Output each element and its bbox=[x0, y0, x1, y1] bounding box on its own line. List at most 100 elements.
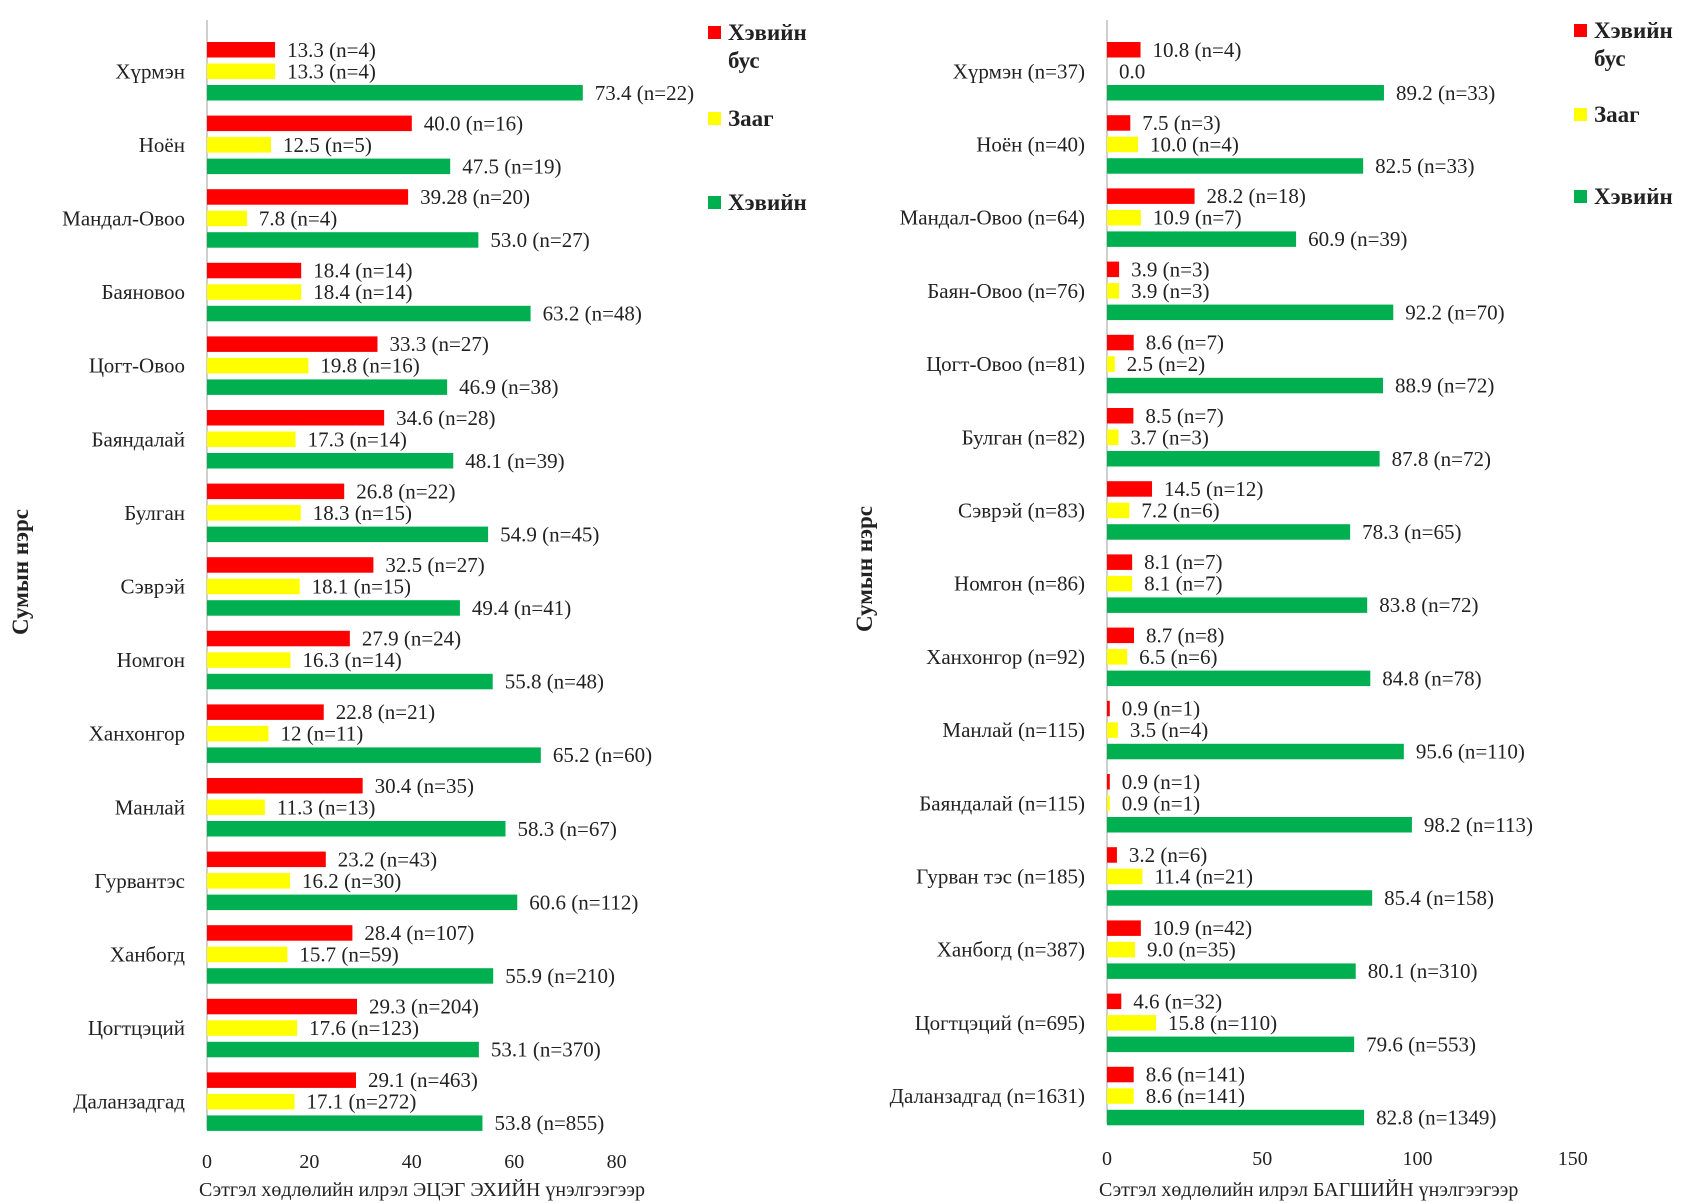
bar bbox=[1107, 231, 1297, 247]
data-label: 28.2 (n=18) bbox=[1207, 184, 1306, 208]
bar bbox=[207, 998, 358, 1015]
data-label: 8.1 (n=7) bbox=[1144, 572, 1222, 596]
bar bbox=[1107, 304, 1394, 321]
bar bbox=[1107, 670, 1371, 687]
bar bbox=[1107, 334, 1134, 351]
data-label: 82.8 (n=1349) bbox=[1376, 1106, 1496, 1130]
bar bbox=[207, 725, 269, 742]
data-label: 15.8 (n=110) bbox=[1168, 1011, 1277, 1035]
category-label: Баяндалай bbox=[91, 427, 185, 451]
bar bbox=[1107, 481, 1153, 497]
bar bbox=[1107, 451, 1380, 467]
category-label: Цогтцэций (n=695) bbox=[915, 1011, 1085, 1035]
data-label: 29.3 (n=204) bbox=[369, 995, 479, 1019]
bar bbox=[207, 1020, 298, 1036]
data-label: 27.9 (n=24) bbox=[362, 627, 461, 651]
legend-label: Зааг bbox=[1594, 102, 1640, 127]
bar bbox=[207, 284, 302, 300]
bar bbox=[207, 778, 363, 794]
legend-swatch bbox=[1574, 108, 1587, 121]
data-label: 3.9 (n=3) bbox=[1131, 257, 1209, 281]
data-label: 6.5 (n=6) bbox=[1139, 645, 1217, 669]
data-label: 17.6 (n=123) bbox=[309, 1016, 419, 1040]
x-axis-title: Сэтгэл хөдлөлийн илрэл БАГШИЙН үнэлгээгэ… bbox=[1099, 1178, 1518, 1201]
category-label: Баяндалай (n=115) bbox=[919, 791, 1085, 815]
legend-swatch bbox=[1574, 190, 1587, 203]
data-label: 60.6 (n=112) bbox=[529, 890, 638, 914]
data-label: 18.3 (n=15) bbox=[313, 501, 412, 525]
category-label: Мандал-Овоо (n=64) bbox=[900, 206, 1085, 230]
bar bbox=[1107, 920, 1141, 936]
category-label: Хүрмэн bbox=[115, 59, 185, 83]
bar bbox=[207, 526, 489, 543]
data-label: 53.8 (n=855) bbox=[494, 1111, 604, 1135]
x-tick-label: 80 bbox=[607, 1151, 627, 1173]
data-label: 15.7 (n=59) bbox=[299, 942, 398, 966]
bar bbox=[1107, 795, 1110, 811]
bar bbox=[1107, 429, 1119, 445]
bar bbox=[207, 946, 288, 963]
data-label: 12.5 (n=5) bbox=[283, 133, 372, 157]
bar bbox=[1107, 502, 1130, 519]
data-label: 4.6 (n=32) bbox=[1133, 989, 1222, 1013]
bar bbox=[207, 63, 276, 79]
bar bbox=[207, 673, 493, 690]
legend-item: Хэвийн бус bbox=[1574, 18, 1673, 71]
bar bbox=[207, 115, 412, 132]
data-label: 0.9 (n=1) bbox=[1122, 770, 1200, 794]
bar bbox=[1107, 1036, 1355, 1053]
bar bbox=[207, 85, 583, 101]
data-label: 19.8 (n=16) bbox=[320, 354, 419, 378]
bar bbox=[207, 821, 506, 837]
bar bbox=[207, 262, 302, 279]
data-label: 10.0 (n=4) bbox=[1150, 132, 1239, 156]
x-tick-label: 40 bbox=[402, 1151, 422, 1173]
bar bbox=[207, 704, 324, 720]
bar bbox=[1107, 597, 1368, 613]
category-label: Номгон (n=86) bbox=[954, 572, 1085, 596]
category-label: Баяновоо bbox=[101, 280, 185, 304]
category-label: Цогт-Овоо bbox=[89, 354, 185, 378]
data-label: 82.5 (n=33) bbox=[1375, 154, 1474, 178]
data-label: 3.5 (n=4) bbox=[1130, 718, 1208, 742]
data-label: 54.9 (n=45) bbox=[500, 522, 599, 546]
data-label: 23.2 (n=43) bbox=[338, 847, 437, 871]
bar bbox=[1107, 408, 1134, 424]
data-label: 22.8 (n=21) bbox=[336, 700, 435, 724]
bar bbox=[207, 578, 300, 595]
data-label: 92.2 (n=70) bbox=[1405, 300, 1504, 324]
bar bbox=[1107, 627, 1135, 644]
bar bbox=[1107, 649, 1128, 665]
bar bbox=[1107, 817, 1412, 833]
x-tick-label: 100 bbox=[1403, 1148, 1433, 1170]
bar bbox=[207, 305, 531, 322]
bar bbox=[207, 431, 296, 447]
bar bbox=[1107, 136, 1139, 153]
bar bbox=[207, 505, 301, 521]
legend-label: Зааг bbox=[728, 106, 774, 131]
bar bbox=[1107, 261, 1120, 278]
category-label: Гурван тэс (n=185) bbox=[916, 864, 1085, 888]
data-label: 10.9 (n=7) bbox=[1153, 206, 1242, 230]
bar bbox=[1107, 85, 1384, 101]
data-label: 28.4 (n=107) bbox=[364, 921, 474, 945]
data-label: 0.0 bbox=[1119, 59, 1145, 83]
bar bbox=[207, 232, 479, 248]
bar bbox=[1107, 524, 1351, 540]
data-label: 17.1 (n=272) bbox=[307, 1090, 417, 1114]
bar bbox=[1107, 188, 1195, 204]
data-label: 34.6 (n=28) bbox=[396, 406, 495, 430]
data-label: 95.6 (n=110) bbox=[1416, 740, 1525, 764]
data-label: 89.2 (n=33) bbox=[1396, 81, 1495, 105]
bar bbox=[207, 1041, 479, 1058]
data-label: 85.4 (n=158) bbox=[1384, 886, 1494, 910]
bar bbox=[207, 357, 309, 374]
data-label: 8.6 (n=7) bbox=[1146, 331, 1224, 355]
category-label: Даланзадгад bbox=[73, 1090, 185, 1114]
bar bbox=[207, 137, 271, 153]
data-label: 58.3 (n=67) bbox=[517, 817, 616, 841]
bar bbox=[1107, 575, 1133, 592]
legend-swatch bbox=[1574, 24, 1587, 37]
data-label: 29.1 (n=463) bbox=[368, 1068, 478, 1092]
data-label: 80.1 (n=310) bbox=[1368, 959, 1478, 983]
